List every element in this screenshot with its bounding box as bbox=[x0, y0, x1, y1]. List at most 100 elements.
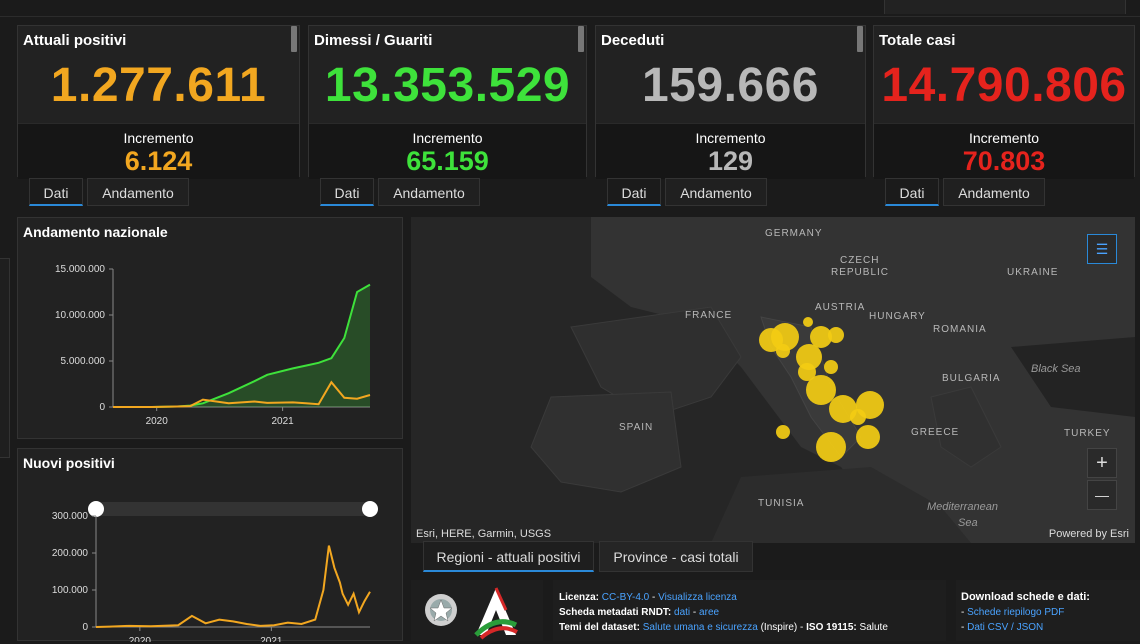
region-bubble bbox=[803, 317, 813, 327]
sea-label: Black Sea bbox=[1031, 363, 1081, 375]
tab-andamento[interactable]: Andamento bbox=[87, 178, 189, 206]
map-label: BULGARIA bbox=[942, 373, 1001, 384]
logos bbox=[425, 587, 518, 640]
range-slider-left-handle bbox=[88, 501, 104, 517]
region-bubble bbox=[796, 344, 822, 370]
card-title: Attuali positivi bbox=[23, 32, 127, 49]
license-link[interactable]: CC-BY-4.0 bbox=[601, 592, 650, 603]
region-bubble bbox=[810, 326, 832, 348]
tab-dati[interactable]: Dati bbox=[320, 178, 374, 206]
card-increment: Incremento 65.159 bbox=[309, 123, 586, 179]
tab-andamento[interactable]: Andamento bbox=[665, 178, 767, 206]
region-bubble bbox=[816, 432, 846, 462]
region-bubble bbox=[856, 425, 880, 449]
chart-title: Nuovi positivi bbox=[23, 455, 115, 471]
card-value: 1.277.611 bbox=[50, 59, 267, 112]
region-bubble bbox=[806, 375, 836, 405]
increment-value: 6.124 bbox=[124, 146, 193, 176]
left-collapse-handle[interactable] bbox=[0, 258, 10, 458]
national-trend-chart: 15.000.000 10.000.000 5.000.000 0 2020 2021 bbox=[55, 264, 371, 427]
increment-value: 70.803 bbox=[962, 146, 1046, 176]
chart-title: Andamento nazionale bbox=[23, 224, 168, 240]
zoom-out-button[interactable]: — bbox=[1087, 480, 1117, 510]
map-label: TURKEY bbox=[1064, 428, 1111, 439]
rndt-dati-link[interactable]: dati bbox=[674, 607, 691, 618]
sea-label: Sea bbox=[958, 517, 978, 529]
temi-link[interactable]: Salute umana e sicurezza bbox=[642, 622, 758, 633]
card-scrollbar[interactable] bbox=[578, 26, 584, 52]
logo-box bbox=[411, 580, 543, 641]
region-bubbles bbox=[759, 317, 884, 462]
download-pdf-link[interactable]: Schede riepilogo PDF bbox=[967, 607, 1065, 618]
increment-label: Incremento bbox=[695, 130, 766, 146]
y-tick-label: 100.000 bbox=[52, 585, 89, 596]
tab-province[interactable]: Province - casi totali bbox=[599, 541, 753, 572]
card-scrollbar[interactable] bbox=[857, 26, 863, 52]
region-bubble bbox=[850, 409, 866, 425]
card-value: 14.790.806 bbox=[881, 59, 1127, 112]
view-license-link[interactable]: Visualizza licenza bbox=[658, 592, 737, 603]
card-attuali-positivi: Attuali positivi 1.277.611 Incremento 6.… bbox=[17, 25, 300, 179]
card-value: 13.353.529 bbox=[324, 59, 571, 112]
x-tick-label: 2020 bbox=[146, 416, 169, 427]
series-line bbox=[113, 380, 371, 408]
download-title: Download schede e dati: bbox=[961, 591, 1090, 603]
card-increment: Incremento 6.124 bbox=[18, 123, 299, 179]
tab-andamento[interactable]: Andamento bbox=[943, 178, 1045, 206]
y-tick-label: 15.000.000 bbox=[55, 264, 105, 275]
tab-dati[interactable]: Dati bbox=[885, 178, 939, 206]
powered-by-esri[interactable]: Powered by Esri bbox=[1048, 528, 1129, 540]
card-increment: Incremento 129 bbox=[596, 123, 865, 179]
panel-nuovi-positivi: Nuovi positivi 300.000 200.000 100.000 0 202… bbox=[17, 448, 403, 642]
download-csv-line: - Dati CSV / JSON bbox=[961, 620, 1140, 635]
card-title: Deceduti bbox=[601, 32, 665, 49]
y-tick-label: 200.000 bbox=[52, 548, 89, 559]
increment-label: Incremento bbox=[123, 130, 194, 146]
zoom-in-button[interactable]: + bbox=[1087, 448, 1117, 478]
map-label: AUSTRIA bbox=[815, 302, 866, 313]
tab-dati[interactable]: Dati bbox=[29, 178, 83, 206]
card-scrollbar[interactable] bbox=[291, 26, 297, 52]
tab-regioni[interactable]: Regioni - attuali positivi bbox=[423, 541, 594, 572]
map-label: SPAIN bbox=[619, 422, 654, 433]
increment-label: Incremento bbox=[412, 130, 483, 146]
region-bubble bbox=[798, 363, 816, 381]
region-bubble bbox=[828, 327, 844, 343]
map-label: TUNISIA bbox=[758, 498, 805, 509]
map-label: REPUBLIC bbox=[831, 267, 890, 278]
top-bar bbox=[0, 0, 1140, 17]
license-label: Licenza: bbox=[559, 592, 600, 603]
temi-line: Temi del dataset: Salute umana e sicurez… bbox=[559, 620, 946, 635]
tab-dati[interactable]: Dati bbox=[607, 178, 661, 206]
map-label: CZECH bbox=[840, 255, 880, 266]
dash: - bbox=[961, 607, 968, 618]
rndt-aree-link[interactable]: aree bbox=[699, 607, 720, 618]
map-label: FRANCE bbox=[685, 310, 733, 321]
map-label: UKRAINE bbox=[1007, 267, 1059, 278]
license-box: Licenza: CC-BY-4.0 - Visualizza licenza … bbox=[553, 580, 946, 641]
map-label: GREECE bbox=[911, 427, 960, 438]
download-csv-link[interactable]: Dati CSV / JSON bbox=[967, 622, 1044, 633]
separator: - bbox=[649, 592, 659, 603]
iso-label: ISO 19115: bbox=[806, 622, 857, 633]
region-bubble bbox=[824, 360, 838, 374]
map-view[interactable]: GERMANY CZECH REPUBLIC UKRAINE FRANCE AU… bbox=[411, 217, 1135, 543]
map-label: ROMANIA bbox=[933, 324, 987, 335]
download-box: Download schede e dati: - Schede riepilo… bbox=[956, 580, 1140, 641]
panel-andamento-nazionale: Andamento nazionale 15.000.000 10.000.000… bbox=[17, 217, 403, 439]
y-tick-label: 5.000.000 bbox=[61, 356, 106, 367]
top-right-panel bbox=[884, 0, 1126, 14]
italian-emblem-icon bbox=[425, 594, 457, 626]
map-label: HUNGARY bbox=[869, 311, 926, 322]
map-label: GERMANY bbox=[765, 228, 823, 239]
new-cases-chart: 300.000 200.000 100.000 0 2020 2021 bbox=[52, 501, 378, 642]
region-bubble bbox=[829, 395, 857, 423]
y-tick-label: 0 bbox=[99, 402, 105, 413]
y-tick-label: 0 bbox=[82, 622, 88, 633]
y-tick-label: 10.000.000 bbox=[55, 310, 105, 321]
temi-label: Temi del dataset: bbox=[559, 622, 640, 633]
sea-label: Mediterranean bbox=[927, 501, 998, 513]
card-title: Dimessi / Guariti bbox=[314, 32, 433, 49]
legend-list-icon[interactable]: ☰ bbox=[1087, 234, 1117, 264]
tab-andamento[interactable]: Andamento bbox=[378, 178, 480, 206]
